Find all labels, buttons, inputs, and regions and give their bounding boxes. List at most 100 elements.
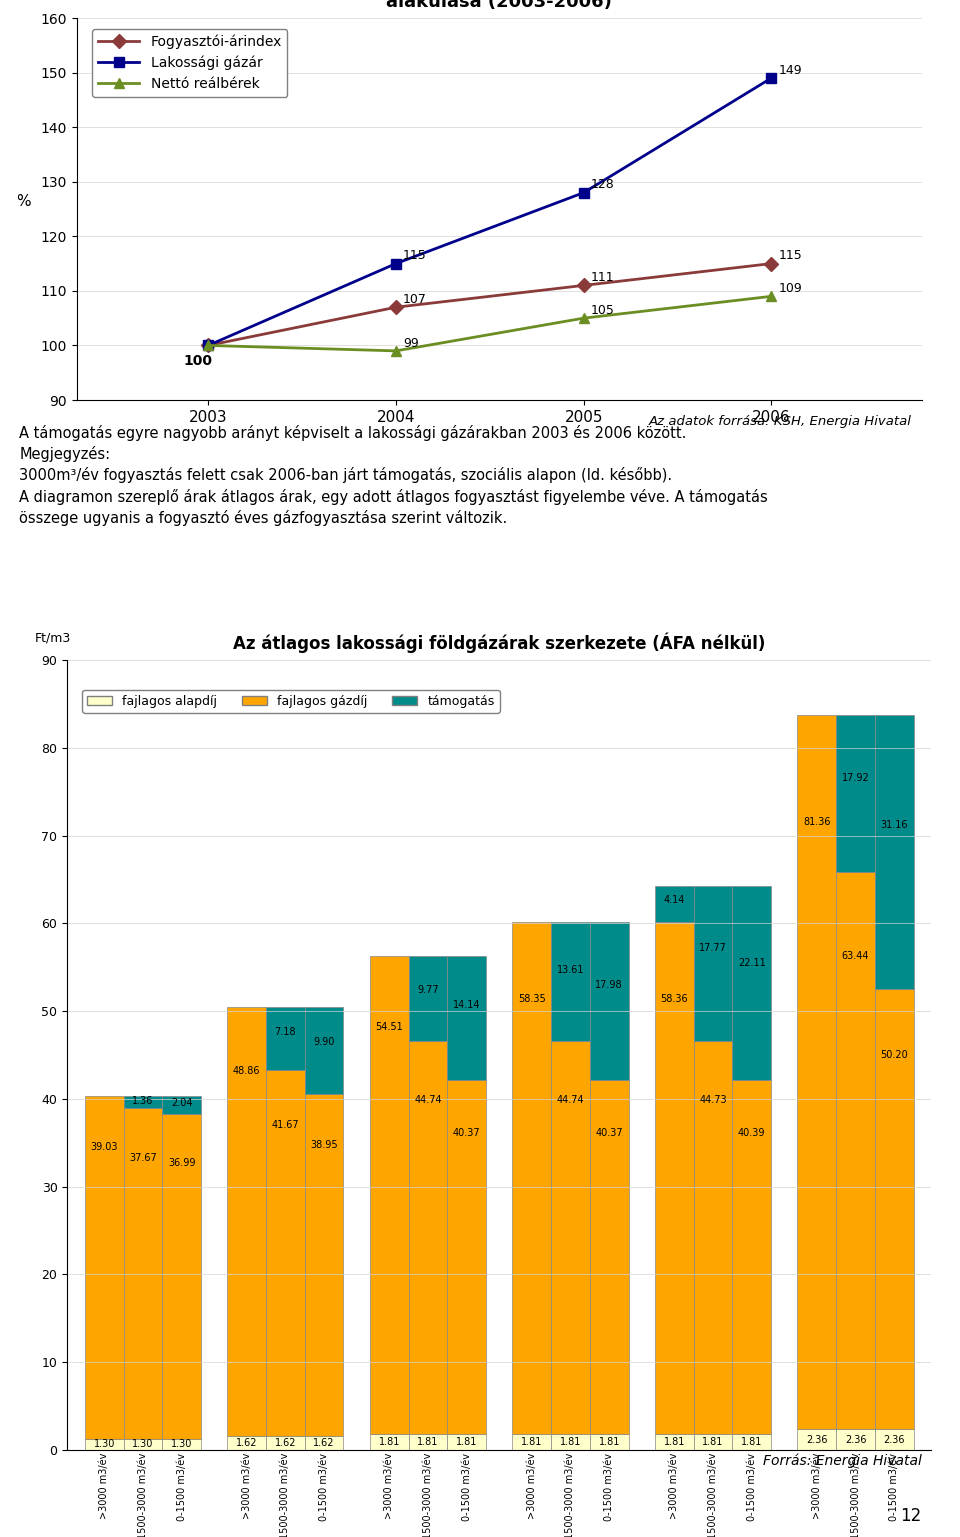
Text: 1.81: 1.81 (521, 1437, 542, 1446)
Text: Forrás: Energia Hivatal: Forrás: Energia Hivatal (763, 1454, 922, 1468)
Bar (875, 988, 914, 1429)
Bar (551, 1434, 589, 1449)
Bar (732, 1434, 771, 1449)
Text: 109: 109 (779, 283, 803, 295)
Text: 1.81: 1.81 (418, 1437, 439, 1446)
Nettó reálbérek (766, 287, 778, 306)
Bar (304, 1007, 344, 1094)
Bar (162, 1096, 201, 1114)
Bar (124, 1439, 162, 1449)
Text: 58.36: 58.36 (660, 994, 688, 1004)
Bar (694, 1042, 732, 1434)
Bar (732, 885, 771, 1079)
Text: 40.37: 40.37 (453, 1128, 480, 1137)
Text: 50.20: 50.20 (880, 1050, 908, 1059)
Bar (266, 1436, 304, 1449)
Bar (513, 922, 551, 1434)
Text: 7.18: 7.18 (275, 1027, 296, 1037)
Text: 111: 111 (590, 271, 614, 284)
Text: 36.99: 36.99 (168, 1157, 195, 1168)
Text: 44.74: 44.74 (557, 1096, 585, 1105)
Text: 17.92: 17.92 (842, 773, 870, 782)
Bar (370, 956, 409, 1434)
Text: 22.11: 22.11 (738, 958, 765, 968)
Bar (228, 1007, 266, 1436)
Bar (551, 1042, 589, 1434)
Bar (304, 1436, 344, 1449)
Text: 81.36: 81.36 (804, 818, 830, 827)
Bar (798, 1429, 836, 1449)
Text: 54.51: 54.51 (375, 1022, 403, 1033)
Bar (655, 922, 694, 1434)
Bar (84, 1096, 124, 1439)
Bar (124, 1096, 162, 1108)
Bar (228, 1436, 266, 1449)
Lakossági gázár (578, 183, 589, 201)
Nettó reálbérek (578, 309, 589, 327)
Text: 40.39: 40.39 (738, 1128, 765, 1137)
Text: 58.35: 58.35 (517, 994, 545, 1004)
Lakossági gázár (203, 337, 214, 355)
Bar (266, 1007, 304, 1070)
Lakossági gázár (390, 254, 401, 272)
Text: 1.30: 1.30 (171, 1439, 192, 1449)
Text: 41.67: 41.67 (272, 1120, 300, 1130)
Bar (589, 1081, 629, 1434)
Bar (589, 1434, 629, 1449)
Text: 44.74: 44.74 (414, 1096, 442, 1105)
Text: 128: 128 (590, 178, 614, 192)
Text: 38.95: 38.95 (310, 1140, 338, 1150)
Text: 2.36: 2.36 (806, 1434, 828, 1445)
Nettó reálbérek (390, 341, 401, 360)
Text: 63.44: 63.44 (842, 951, 870, 961)
Text: 1.30: 1.30 (93, 1439, 115, 1449)
Text: 37.67: 37.67 (129, 1153, 156, 1162)
Text: 115: 115 (779, 249, 803, 263)
Text: 1.62: 1.62 (236, 1439, 257, 1448)
Bar (694, 1434, 732, 1449)
Lakossági gázár (766, 69, 778, 88)
Bar (836, 715, 875, 873)
Text: 1.81: 1.81 (560, 1437, 581, 1446)
Title: A lakossági gázárak, a nettó reálbérek és a fogyasztói árindex
alakulása (2003-2: A lakossági gázárak, a nettó reálbérek é… (183, 0, 815, 11)
Bar (875, 715, 914, 988)
Line: Lakossági gázár: Lakossági gázár (204, 74, 777, 350)
Bar (655, 1434, 694, 1449)
Bar (655, 885, 694, 922)
Text: 12: 12 (900, 1506, 922, 1525)
Text: A támogatás egyre nagyobb arányt képviselt a lakossági gázárakban 2003 és 2006 k: A támogatás egyre nagyobb arányt képvise… (19, 426, 768, 526)
Text: 1.30: 1.30 (132, 1439, 154, 1449)
Bar (732, 1079, 771, 1434)
Text: 1.81: 1.81 (663, 1437, 685, 1446)
Fogyasztói-árindex (203, 337, 214, 355)
Y-axis label: Ft/m3: Ft/m3 (35, 632, 71, 644)
Text: 4.14: 4.14 (663, 895, 685, 905)
Bar (124, 1108, 162, 1439)
Bar (409, 1434, 447, 1449)
Text: 1.62: 1.62 (275, 1439, 296, 1448)
Line: Nettó reálbérek: Nettó reálbérek (204, 292, 777, 355)
Bar (836, 873, 875, 1429)
Text: 17.77: 17.77 (699, 942, 727, 953)
Text: Az adatok forrása: KSH, Energia Hivatal: Az adatok forrása: KSH, Energia Hivatal (649, 415, 912, 429)
Text: 107: 107 (403, 294, 427, 306)
Text: 105: 105 (590, 304, 614, 317)
Bar (304, 1094, 344, 1436)
Bar (409, 956, 447, 1042)
Bar (798, 715, 836, 1429)
Text: 14.14: 14.14 (453, 1001, 480, 1010)
Text: 1.36: 1.36 (132, 1096, 154, 1105)
Bar (513, 1434, 551, 1449)
Text: 1.81: 1.81 (703, 1437, 724, 1446)
Text: 2.36: 2.36 (845, 1434, 866, 1445)
Legend: Fogyasztói-árindex, Lakossági gázár, Nettó reálbérek: Fogyasztói-árindex, Lakossági gázár, Net… (92, 29, 287, 97)
Text: 1.81: 1.81 (598, 1437, 620, 1446)
Bar (589, 922, 629, 1081)
Nettó reálbérek (203, 337, 214, 355)
Bar (409, 1042, 447, 1434)
Text: 9.90: 9.90 (313, 1037, 335, 1047)
Bar (836, 1429, 875, 1449)
Text: 31.16: 31.16 (880, 819, 908, 830)
Text: 2.04: 2.04 (171, 1097, 192, 1108)
Fogyasztói-árindex (578, 277, 589, 295)
